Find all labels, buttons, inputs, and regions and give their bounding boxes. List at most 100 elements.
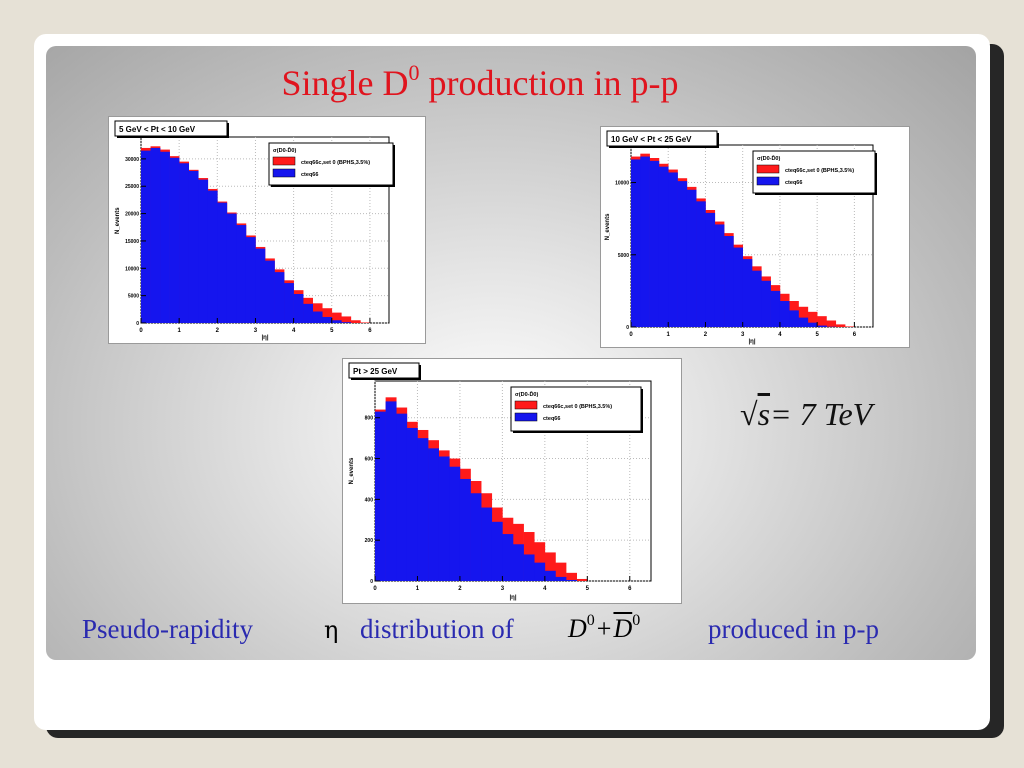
histogram-bar xyxy=(826,320,837,327)
histogram-bar xyxy=(284,283,294,323)
y-tick-label: 15000 xyxy=(125,239,139,245)
histogram-bar xyxy=(341,322,352,323)
plot-frame-3: 0 1 2 3 4 5 6 0 200 400 600 800 |η| N_events Pt > 25 G… xyxy=(342,358,682,604)
y-tick-label: 0 xyxy=(626,325,629,331)
caption-part3: produced in p-p xyxy=(708,614,879,644)
y-tick-label: 200 xyxy=(365,538,374,544)
histogram-bar xyxy=(566,572,577,581)
y-tick-label: 10000 xyxy=(125,266,139,272)
x-tick-label: 5 xyxy=(586,586,590,592)
legend-entry: cteq66c,set 0 (BPHS,3.5%) xyxy=(301,160,370,166)
x-tick-label: 2 xyxy=(458,586,462,592)
y-tick-label: 5000 xyxy=(128,294,139,300)
caption-part2: distribution of xyxy=(360,614,514,644)
y-tick-label: 30000 xyxy=(125,157,139,163)
y-tick-label: 0 xyxy=(370,579,373,585)
histogram-bar xyxy=(534,562,546,581)
caption-part1: Pseudo-rapidity xyxy=(82,614,253,644)
histogram-bar xyxy=(179,163,189,323)
histogram-bar xyxy=(807,311,818,327)
title-box xyxy=(348,362,420,379)
title-box xyxy=(114,120,228,137)
d-letter: D xyxy=(568,614,587,643)
histogram-bar xyxy=(449,466,461,581)
x-tick-label: 4 xyxy=(543,586,547,592)
x-axis-label: |η| xyxy=(509,595,516,601)
sqrt-symbol: √ xyxy=(740,396,758,432)
legend-swatch-blue xyxy=(514,412,538,422)
histogram-bar xyxy=(640,156,650,327)
eta-symbol: η xyxy=(324,616,339,644)
legend-entry: cteq66c,set 0 (BPHS,3.5%) xyxy=(785,168,854,174)
energy-label: √s= 7 TeV xyxy=(740,396,872,433)
histogram-bar xyxy=(160,151,170,323)
histogram-bar xyxy=(141,150,151,323)
histogram-bar xyxy=(331,312,342,323)
histogram-bar xyxy=(752,270,762,327)
x-axis-label: |η| xyxy=(748,339,755,345)
legend-swatch-red xyxy=(272,156,296,166)
histogram-bar xyxy=(217,202,228,323)
x-tick-label: 3 xyxy=(254,328,258,334)
histogram-bar xyxy=(331,320,342,323)
histogram-bar xyxy=(835,324,846,327)
x-tick-label: 0 xyxy=(373,586,377,592)
eta-histogram-pt-10-25: 0 1 2 3 4 5 6 0 5000 10000 |η| N_events 10 GeV < Pt … xyxy=(605,130,877,345)
d-sup: 0 xyxy=(586,612,595,629)
histogram-bar xyxy=(798,306,809,327)
histogram-bar xyxy=(406,427,418,581)
legend-swatch-blue xyxy=(756,176,780,186)
histogram-bar xyxy=(686,189,697,327)
y-tick-label: 10000 xyxy=(615,181,629,187)
histogram-bar xyxy=(481,507,493,581)
histogram-bar xyxy=(779,301,790,327)
eta-histogram-pt-5-10: 0 1 2 3 4 5 6 0 5000 10000 15000 20000 25000 30000 |η|… xyxy=(114,120,395,341)
histogram-bar xyxy=(293,294,304,323)
legend-header: σ(D0-D̄0) xyxy=(515,391,538,398)
legend-entry: cteq66 xyxy=(543,416,560,422)
histogram-bar xyxy=(544,570,556,581)
histogram-bar xyxy=(198,179,209,323)
histogram-bar xyxy=(255,248,266,323)
legend-swatch-blue xyxy=(272,168,296,178)
series-blue-histogram xyxy=(375,401,577,581)
histogram-bar xyxy=(807,322,818,327)
y-tick-label: 0 xyxy=(136,321,139,327)
histogram-bar xyxy=(360,322,371,323)
y-tick-label: 20000 xyxy=(125,212,139,218)
energy-unit: TeV xyxy=(823,396,873,432)
y-axis-label: N_events xyxy=(605,213,611,240)
histogram-bar xyxy=(817,316,827,327)
histogram-bar xyxy=(459,478,471,581)
histogram-bar xyxy=(798,317,809,327)
histogram-bar xyxy=(350,320,361,323)
histogram-bar xyxy=(555,562,567,581)
histogram-bar xyxy=(207,190,218,323)
histogram-bar xyxy=(544,552,556,581)
x-axis-label: |η| xyxy=(261,335,268,341)
histogram-bar xyxy=(502,534,514,581)
histogram-bar xyxy=(265,260,275,323)
series-blue-histogram xyxy=(141,147,352,323)
histogram-bar xyxy=(491,521,503,581)
legend-entry: cteq66 xyxy=(785,180,802,186)
legend-entry: cteq66 xyxy=(301,172,318,178)
histogram-bar xyxy=(714,224,725,327)
histogram-bar xyxy=(677,181,688,327)
histogram-bar xyxy=(470,493,482,581)
x-tick-label: 2 xyxy=(704,332,708,338)
x-tick-label: 5 xyxy=(330,328,334,334)
histogram-bar xyxy=(817,325,827,327)
dbar-sup: 0 xyxy=(632,612,641,629)
x-tick-label: 0 xyxy=(629,332,633,338)
histogram-bar xyxy=(668,172,678,327)
x-tick-label: 0 xyxy=(139,328,143,334)
histogram-bar xyxy=(761,280,771,327)
series-blue-histogram xyxy=(631,156,837,327)
y-tick-label: 600 xyxy=(365,457,374,463)
x-tick-label: 4 xyxy=(292,328,296,334)
plus-sign: + xyxy=(596,614,612,643)
title-main: Single D xyxy=(281,63,409,103)
histogram-bar xyxy=(385,401,397,581)
legend-swatch-red xyxy=(514,400,538,410)
